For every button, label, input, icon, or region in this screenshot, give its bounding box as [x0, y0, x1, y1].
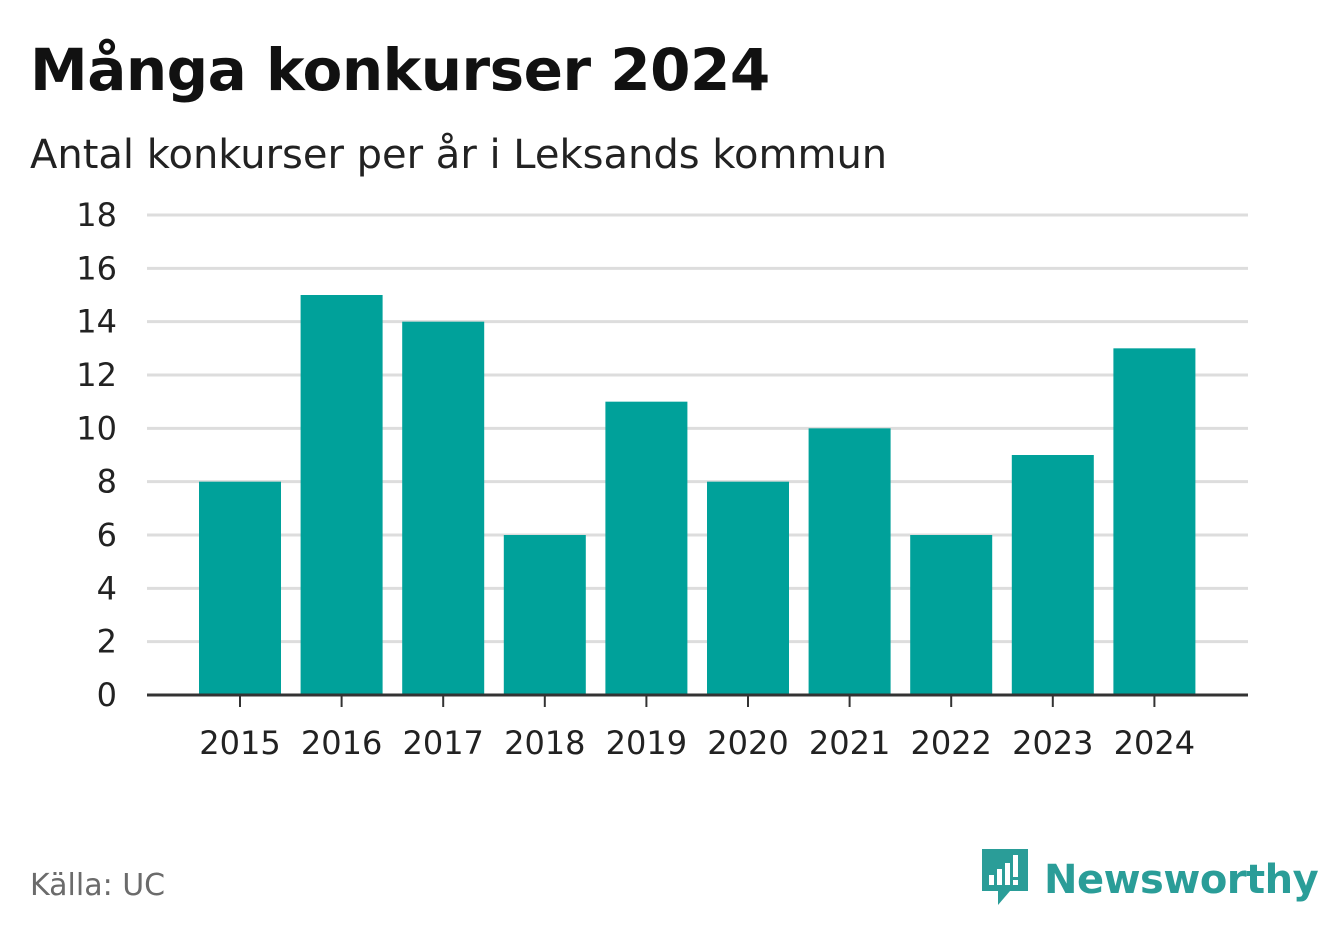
y-tick-label: 10 [76, 409, 117, 447]
x-tick-label: 2020 [707, 724, 788, 762]
bar-chart: 0 2 4 6 8 10 12 14 16 18 2015 2016 2017 2018 2019 2020… [76, 196, 1248, 762]
source-note: Källa: UC [30, 868, 166, 903]
bar-2019 [605, 401, 688, 695]
bar-2016 [300, 295, 383, 695]
y-tick-label: 12 [76, 356, 117, 394]
x-tick-label: 2018 [504, 724, 585, 762]
y-axis-ticks: 0 2 4 6 8 10 12 14 16 18 [76, 196, 117, 714]
x-tick-label: 2021 [809, 724, 890, 762]
x-tick-label: 2019 [606, 724, 687, 762]
newsworthy-logo-icon [980, 847, 1030, 913]
bar-2018 [503, 535, 586, 695]
bars [199, 295, 1196, 695]
chart-subtitle: Antal konkurser per år i Leksands kommun [30, 132, 888, 178]
bar-2022 [910, 535, 993, 695]
y-tick-label: 4 [97, 569, 117, 607]
bar-2015 [199, 481, 281, 695]
y-tick-label: 14 [76, 303, 117, 341]
x-tick-label: 2023 [1012, 724, 1093, 762]
x-axis-ticks: 2015 2016 2017 2018 2019 2020 2021 2022 2023 2024 [199, 695, 1195, 762]
bar-2024 [1113, 348, 1196, 695]
y-tick-label: 8 [97, 463, 117, 501]
y-tick-label: 2 [97, 623, 117, 661]
y-tick-label: 6 [97, 516, 117, 554]
bar-2017 [402, 321, 485, 695]
x-tick-label: 2022 [910, 724, 991, 762]
brand-logo: Newsworthy [980, 847, 1319, 913]
y-tick-label: 16 [76, 249, 117, 287]
y-tick-label: 0 [97, 676, 117, 714]
x-tick-label: 2016 [301, 724, 382, 762]
bar-2023 [1011, 455, 1094, 695]
bar-2021 [808, 428, 891, 695]
x-tick-label: 2017 [402, 724, 483, 762]
bar-2020 [707, 481, 789, 695]
x-tick-label: 2024 [1114, 724, 1195, 762]
x-tick-label: 2015 [199, 724, 280, 762]
y-tick-label: 18 [76, 196, 117, 234]
chart-title: Många konkurser 2024 [30, 36, 770, 104]
brand-name: Newsworthy [1044, 857, 1319, 903]
